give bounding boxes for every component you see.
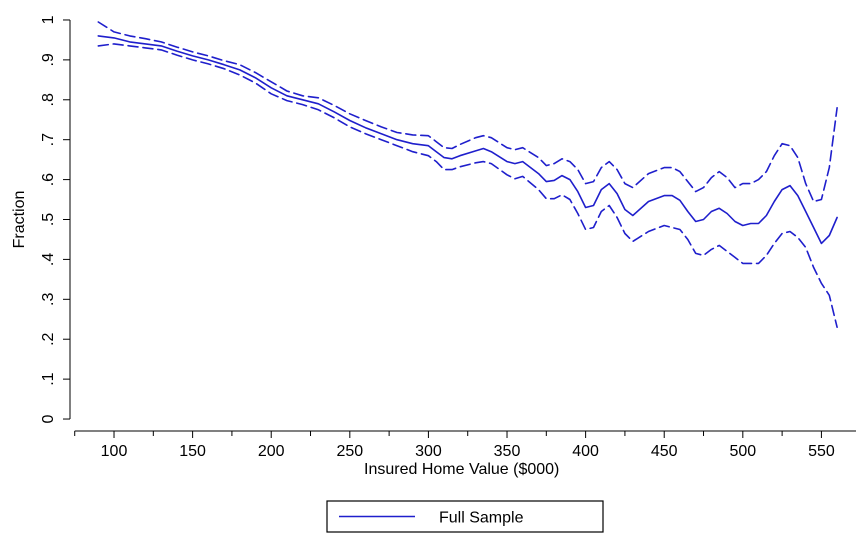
x-tick-label: 550 <box>808 443 835 460</box>
axes: 0 .1 .2 .3 .4 .5 .6 .7 .8 .9 1 100 150 200 250 300 350 40… <box>40 15 856 460</box>
x-tick-label: 100 <box>101 443 128 460</box>
y-tick-label: 1 <box>40 15 57 24</box>
y-tick-label: 0 <box>40 414 57 423</box>
y-tick-label: .8 <box>40 93 57 106</box>
x-tick-label: 400 <box>572 443 599 460</box>
y-tick-label: .4 <box>40 253 57 266</box>
y-tick-label: .2 <box>40 332 57 345</box>
y-axis-title: Fraction <box>11 191 28 249</box>
y-tick-label: .1 <box>40 372 57 385</box>
legend: Full Sample <box>326 500 604 533</box>
upper-ci-line <box>97 21 838 203</box>
lower-ci-line <box>97 43 838 328</box>
x-tick-label: 150 <box>179 443 206 460</box>
x-tick-label: 500 <box>729 443 756 460</box>
x-tick-label: 450 <box>651 443 678 460</box>
x-tick-label: 350 <box>494 443 521 460</box>
series-layer <box>97 21 838 328</box>
x-tick-label: 300 <box>415 443 442 460</box>
series-line-full-sample <box>97 35 838 245</box>
y-tick-label: .7 <box>40 133 57 146</box>
legend-label-full-sample: Full Sample <box>439 510 524 527</box>
x-tick-label: 250 <box>336 443 363 460</box>
x-axis-title: Insured Home Value ($000) <box>364 461 559 478</box>
y-tick-label: .5 <box>40 213 57 226</box>
y-tick-label: .3 <box>40 293 57 306</box>
y-tick-label: .9 <box>40 53 57 66</box>
x-tick-label: 200 <box>258 443 285 460</box>
y-tick-label: .6 <box>40 173 57 186</box>
